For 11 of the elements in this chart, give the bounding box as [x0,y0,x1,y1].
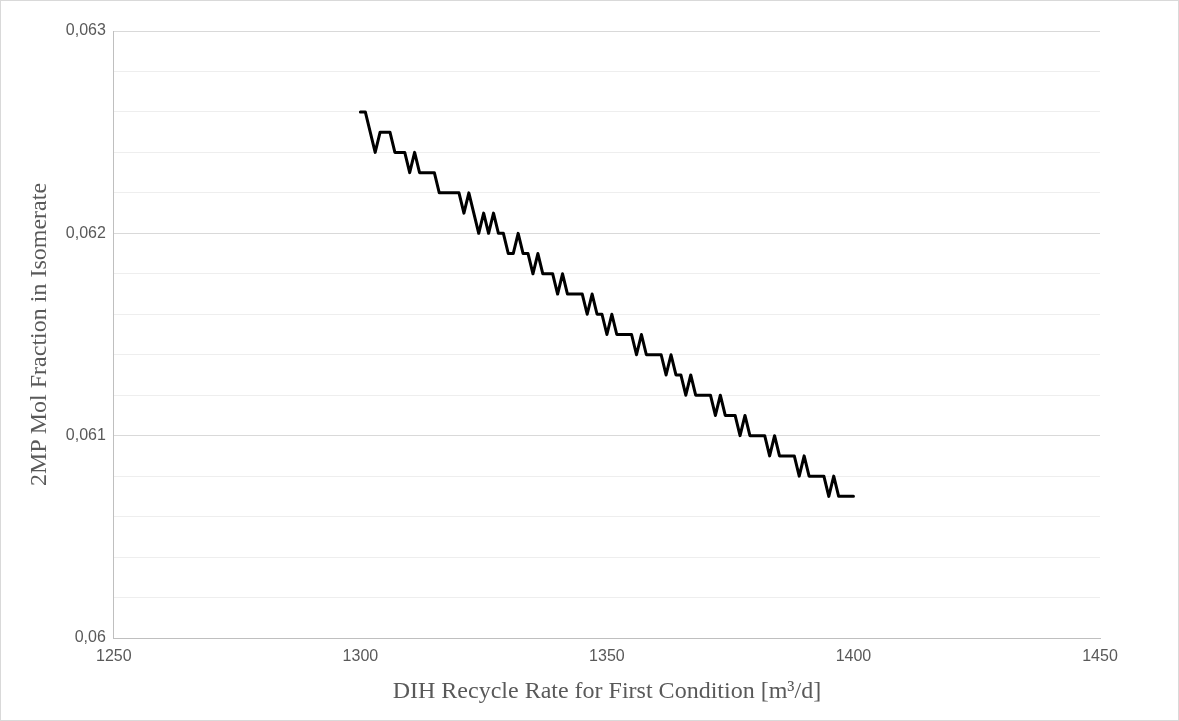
y-axis-title: 2MP Mol Fraction in Isomerate [24,182,51,487]
x-tick-label: 1300 [342,647,379,665]
y-tick-label: 0,061 [65,426,106,444]
x-axis-title: DIH Recycle Rate for First Condition [m³/d] [392,676,822,703]
x-tick-label: 1400 [835,647,872,665]
x-tick-label: 1450 [1082,647,1118,665]
y-tick-label: 0,06 [74,628,106,646]
x-tick-label: 1350 [589,647,625,665]
y-tick-label: 0,062 [65,223,106,241]
y-tick-label: 0,063 [65,21,106,39]
x-tick-label: 1250 [96,647,132,665]
